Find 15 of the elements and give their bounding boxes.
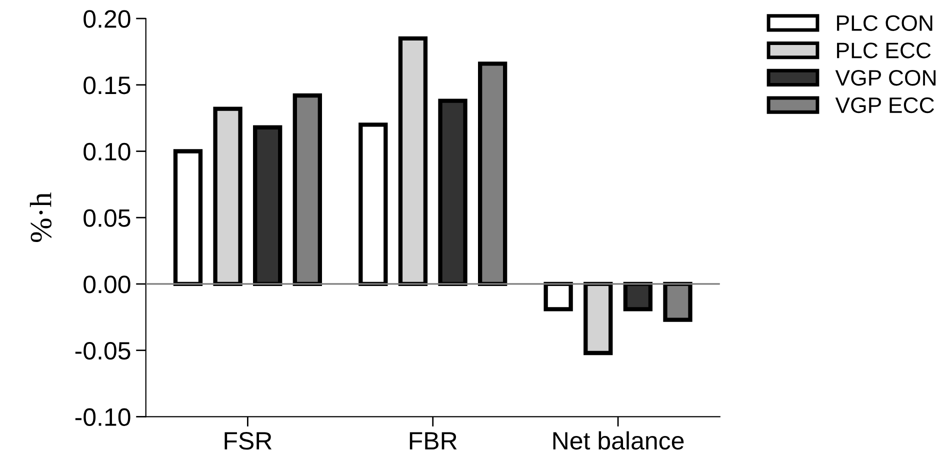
x-tick-label: FSR	[224, 432, 272, 450]
y-axis-title: %·h	[30, 192, 52, 242]
y-tick-label: 0.20	[84, 10, 130, 28]
legend-label: PLC CON	[837, 15, 932, 31]
y-tick-label: 0.00	[84, 276, 130, 294]
x-tick-label: Net balance	[553, 431, 684, 450]
legend-label: VGP CON	[835, 70, 936, 86]
legend-label: VGP ECC	[835, 97, 934, 114]
legend-label: PLC ECC	[837, 42, 931, 58]
y-tick-label: 0.05	[84, 209, 130, 227]
y-tick-label: -0.05	[75, 342, 130, 360]
y-tick-label: 0.10	[84, 142, 130, 161]
y-tick-label: -0.10	[75, 408, 130, 426]
x-tick-label: FBR	[410, 432, 457, 450]
y-tick-label: 0.15	[84, 76, 130, 94]
